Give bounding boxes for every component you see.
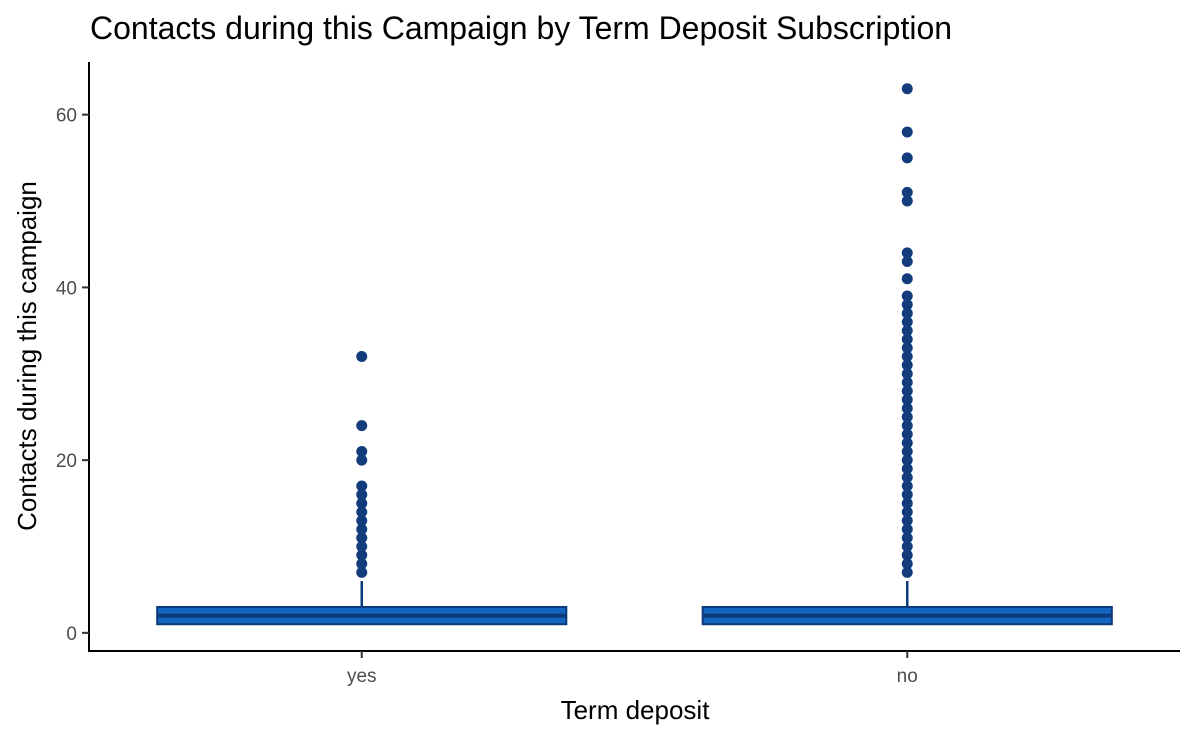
outlier-point — [901, 376, 913, 388]
outlier-point — [901, 515, 913, 527]
outlier-point — [901, 333, 913, 345]
outlier-point — [901, 359, 913, 371]
outlier-point — [901, 256, 913, 267]
outlier-point — [356, 480, 368, 492]
box-yes — [156, 351, 568, 626]
outlier-point — [356, 523, 368, 535]
outlier-point — [356, 489, 368, 501]
x-axis-title: Term deposit — [561, 695, 711, 725]
box-no — [701, 83, 1113, 626]
outlier-point — [901, 497, 913, 509]
outlier-point — [901, 126, 913, 138]
outlier-point — [901, 506, 913, 518]
outlier-point — [901, 394, 913, 406]
x-axis-ticks: yes no — [347, 651, 918, 687]
outlier-point — [901, 402, 913, 414]
outlier-point — [356, 497, 368, 509]
outlier-point — [901, 299, 913, 311]
outlier-point — [901, 489, 913, 501]
outlier-point — [356, 446, 368, 457]
outlier-point — [901, 273, 913, 285]
outlier-point — [901, 351, 913, 362]
outlier-point — [901, 83, 913, 95]
outlier-point — [901, 420, 913, 432]
outlier-point — [356, 549, 368, 561]
outlier-point — [356, 515, 368, 527]
outlier-point — [901, 480, 913, 492]
outlier-point — [901, 532, 913, 544]
outlier-point — [901, 463, 913, 475]
outlier-point — [901, 385, 913, 397]
outlier-point — [901, 566, 913, 578]
outlier-point — [901, 471, 913, 483]
outlier-point — [356, 558, 368, 570]
outlier-point — [901, 368, 913, 380]
outlier-point — [901, 541, 913, 552]
y-axis-title: Contacts during this campaign — [12, 181, 42, 531]
outlier-point — [901, 437, 913, 449]
x-tick-label: no — [897, 666, 918, 687]
plot-area — [156, 83, 1113, 626]
outlier-point — [356, 532, 368, 544]
outlier-point — [901, 411, 913, 423]
y-tick-label: 60 — [56, 106, 77, 127]
y-axis-ticks: 0 20 40 60 — [56, 106, 89, 645]
outlier-point — [901, 428, 913, 440]
outlier-point — [901, 342, 913, 354]
outlier-point — [901, 307, 913, 319]
outlier-point — [901, 247, 913, 259]
y-tick-label: 40 — [56, 278, 77, 299]
outlier-point — [356, 541, 368, 552]
outlier-point — [356, 454, 368, 466]
outlier-point — [901, 186, 913, 198]
outlier-point — [901, 558, 913, 570]
outlier-point — [356, 506, 368, 518]
outlier-point — [901, 325, 913, 337]
outlier-point — [356, 566, 368, 578]
outlier-point — [901, 316, 913, 328]
outlier-point — [901, 454, 913, 466]
y-tick-label: 0 — [66, 624, 77, 645]
chart-title: Contacts during this Campaign by Term De… — [90, 10, 952, 46]
outlier-point — [356, 420, 368, 432]
outlier-point — [901, 195, 913, 207]
outlier-point — [901, 549, 913, 561]
outlier-point — [901, 523, 913, 535]
outlier-point — [356, 351, 368, 362]
outlier-point — [901, 152, 913, 164]
outlier-point — [901, 290, 913, 302]
outlier-point — [901, 446, 913, 457]
y-tick-label: 20 — [56, 451, 77, 472]
x-tick-label: yes — [347, 666, 377, 687]
